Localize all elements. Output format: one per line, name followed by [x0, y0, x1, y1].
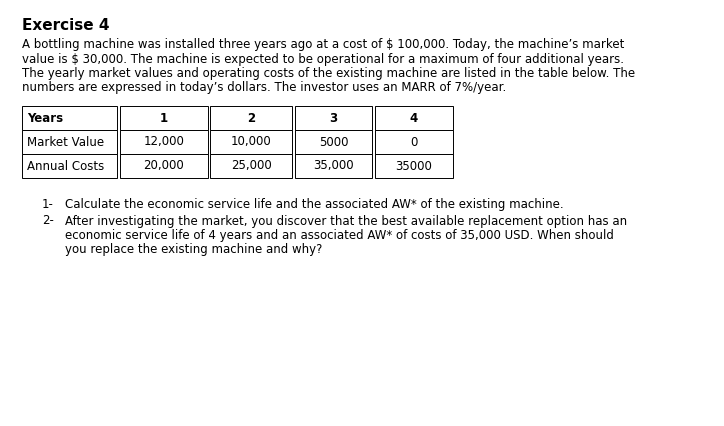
- Text: 25,000: 25,000: [231, 159, 272, 173]
- Text: value is $ 30,000. The machine is expected to be operational for a maximum of fo: value is $ 30,000. The machine is expect…: [22, 52, 624, 66]
- Text: 4: 4: [410, 112, 418, 124]
- Text: 35,000: 35,000: [313, 159, 354, 173]
- Bar: [295, 130, 372, 154]
- Text: The yearly market values and operating costs of the existing machine are listed : The yearly market values and operating c…: [22, 67, 635, 80]
- Bar: [120, 106, 208, 130]
- Text: 1: 1: [160, 112, 168, 124]
- Bar: [375, 154, 453, 178]
- Text: 2: 2: [247, 112, 255, 124]
- Text: Market Value: Market Value: [27, 135, 104, 149]
- Text: 35000: 35000: [395, 159, 432, 173]
- Text: you replace the existing machine and why?: you replace the existing machine and why…: [65, 244, 322, 256]
- Text: 12,000: 12,000: [143, 135, 185, 149]
- Bar: [22, 130, 117, 154]
- Text: Annual Costs: Annual Costs: [27, 159, 104, 173]
- Text: 10,000: 10,000: [231, 135, 272, 149]
- Bar: [210, 130, 292, 154]
- Text: numbers are expressed in today’s dollars. The investor uses an MARR of 7%/year.: numbers are expressed in today’s dollars…: [22, 81, 506, 95]
- Text: 3: 3: [329, 112, 337, 124]
- Bar: [22, 106, 117, 130]
- Text: A bottling machine was installed three years ago at a cost of $ 100,000. Today, : A bottling machine was installed three y…: [22, 38, 624, 51]
- Bar: [210, 106, 292, 130]
- Bar: [295, 154, 372, 178]
- Text: Exercise 4: Exercise 4: [22, 18, 109, 33]
- Text: 0: 0: [411, 135, 418, 149]
- Bar: [375, 130, 453, 154]
- Bar: [375, 106, 453, 130]
- Text: After investigating the market, you discover that the best available replacement: After investigating the market, you disc…: [65, 215, 627, 227]
- Text: 2-: 2-: [42, 215, 54, 227]
- Text: economic service life of 4 years and an associated AW* of costs of 35,000 USD. W: economic service life of 4 years and an …: [65, 229, 614, 242]
- Text: Years: Years: [27, 112, 63, 124]
- Bar: [120, 154, 208, 178]
- Bar: [295, 106, 372, 130]
- Bar: [210, 154, 292, 178]
- Bar: [22, 154, 117, 178]
- Text: Calculate the economic service life and the associated AW* of the existing machi: Calculate the economic service life and …: [65, 198, 563, 211]
- Text: 20,000: 20,000: [143, 159, 185, 173]
- Text: 1-: 1-: [42, 198, 54, 211]
- Text: 5000: 5000: [319, 135, 348, 149]
- Bar: [120, 130, 208, 154]
